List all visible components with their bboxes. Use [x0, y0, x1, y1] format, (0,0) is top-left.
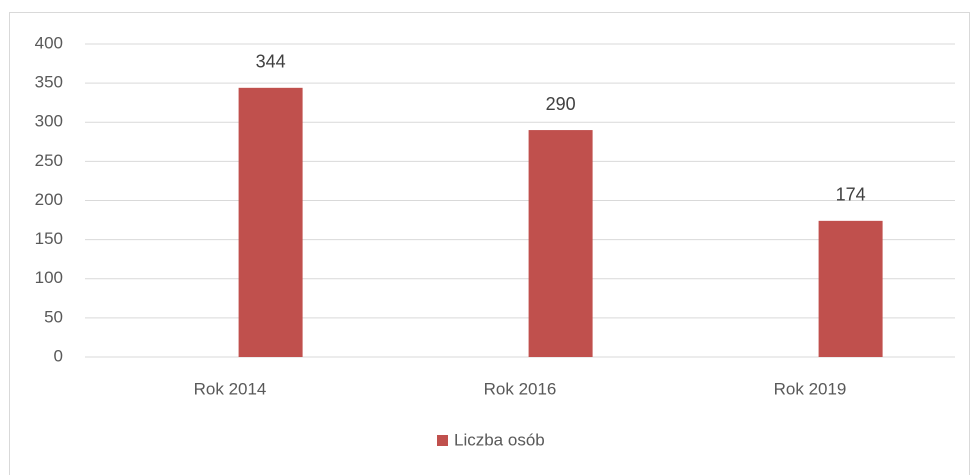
x-tick-label: Rok 2014	[194, 379, 267, 398]
y-tick-label: 200	[35, 190, 63, 209]
y-tick-label: 50	[44, 307, 63, 326]
x-tick-label: Rok 2019	[774, 379, 847, 398]
chart-frame	[9, 12, 970, 475]
y-tick-label: 350	[35, 73, 63, 92]
y-tick-label: 100	[35, 268, 63, 287]
bar	[528, 130, 593, 357]
y-tick-label: 0	[54, 346, 63, 365]
data-label: 290	[546, 94, 576, 114]
legend-label: Liczba osób	[454, 430, 545, 449]
y-tick-label: 250	[35, 151, 63, 170]
y-tick-label: 400	[35, 33, 63, 52]
data-label: 174	[836, 185, 866, 205]
bar	[818, 220, 883, 357]
legend-swatch	[437, 435, 448, 446]
data-label: 344	[256, 52, 286, 72]
x-tick-label: Rok 2016	[484, 379, 557, 398]
y-tick-label: 300	[35, 112, 63, 131]
bar	[238, 87, 303, 357]
y-tick-label: 150	[35, 229, 63, 248]
